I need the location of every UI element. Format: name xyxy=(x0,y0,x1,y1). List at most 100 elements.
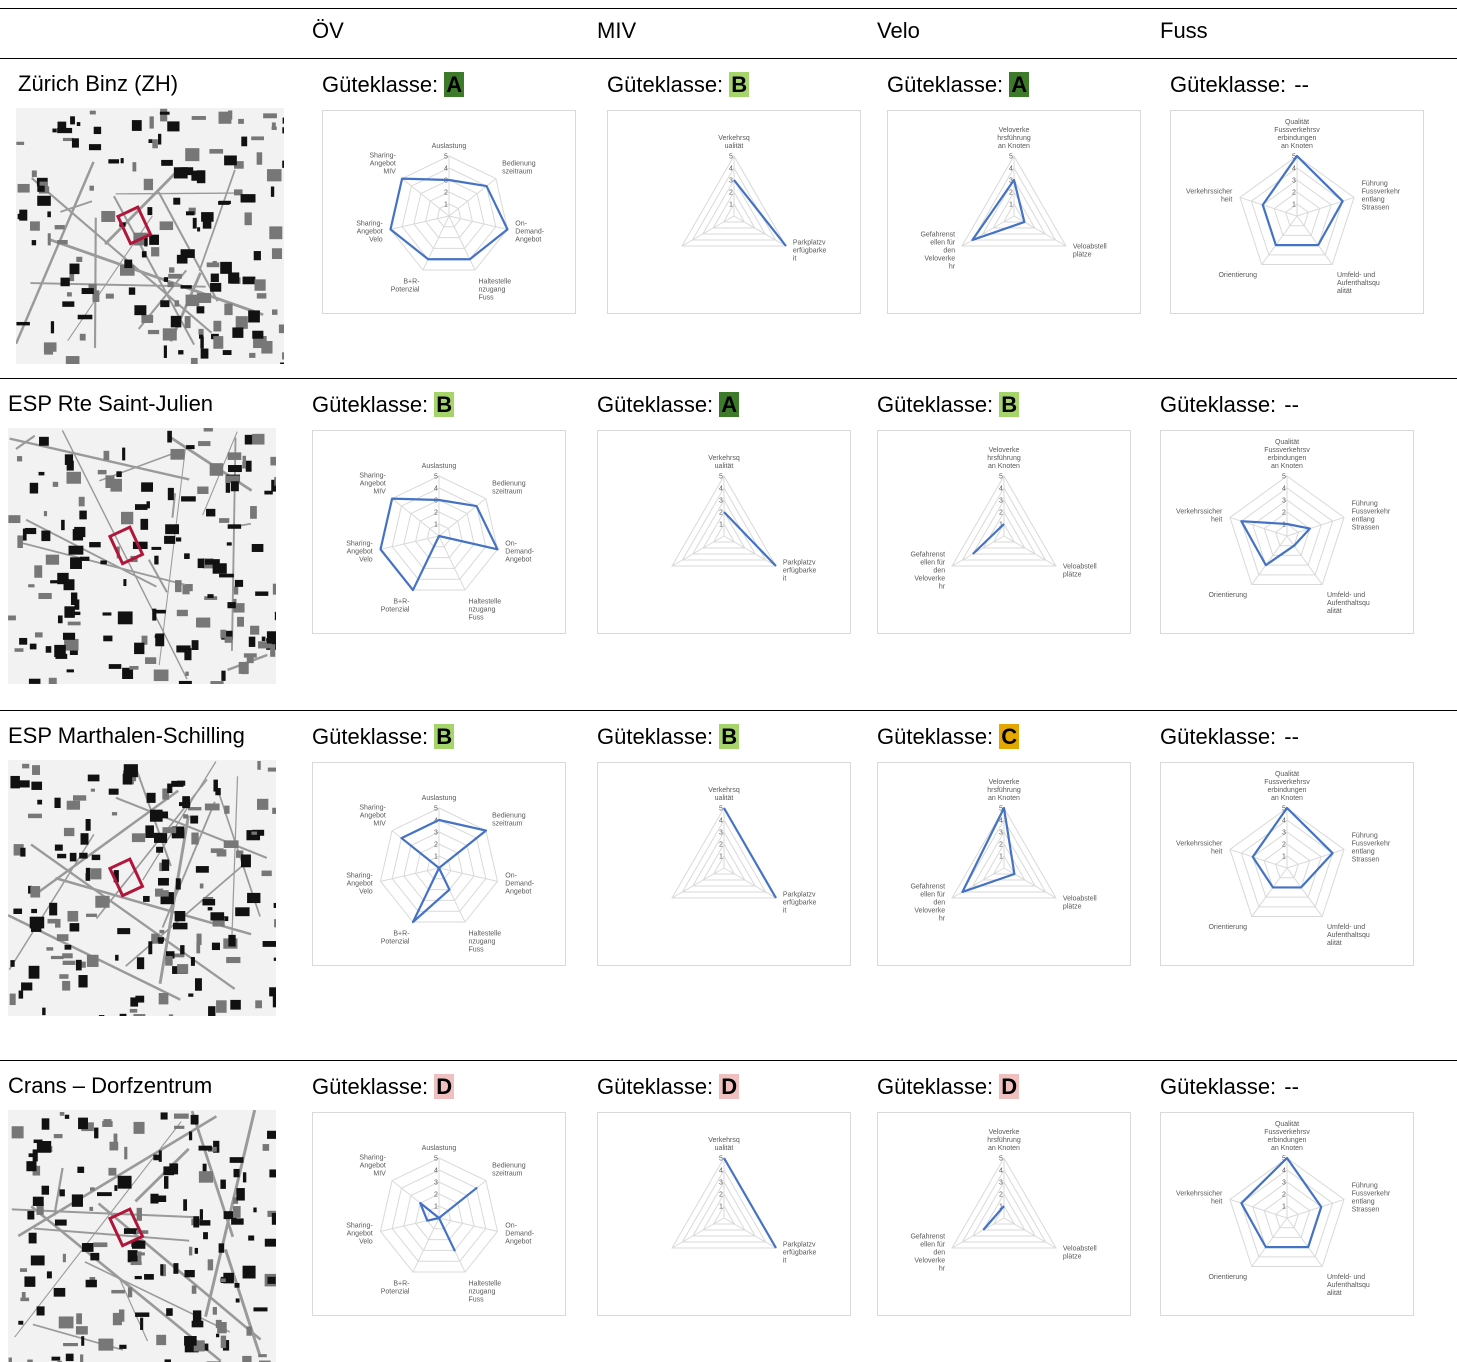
map-building xyxy=(177,781,185,786)
map-building xyxy=(47,211,51,217)
map-building xyxy=(103,612,112,615)
axis-label: On-Demand-Angebot xyxy=(515,221,544,244)
r-tick-label: 2 xyxy=(719,842,723,849)
r-tick-label: 4 xyxy=(1282,818,1286,825)
map-building xyxy=(215,788,220,795)
map-building xyxy=(49,678,57,684)
map-building xyxy=(261,341,272,354)
r-tick-label: 5 xyxy=(719,806,723,813)
map-building xyxy=(30,886,40,897)
map-building xyxy=(46,646,52,653)
r-tick-label: 4 xyxy=(719,1168,723,1175)
map-building xyxy=(245,212,252,225)
map-building xyxy=(22,764,29,769)
map-building xyxy=(198,329,203,335)
map-building xyxy=(124,269,128,275)
map-building xyxy=(39,437,49,446)
location-map xyxy=(16,108,284,364)
radar-chart: 12345VerkehrsqualitätParkplatzverfügbark… xyxy=(597,762,851,966)
map-road xyxy=(95,218,96,348)
map-building xyxy=(165,956,172,966)
map-building xyxy=(228,452,242,460)
map-building xyxy=(106,294,114,299)
map-building xyxy=(208,907,213,910)
map-building xyxy=(175,580,182,592)
map-building xyxy=(210,681,223,684)
map-building xyxy=(282,161,284,168)
map-building xyxy=(216,1000,227,1013)
map-building xyxy=(113,1313,122,1325)
map-building xyxy=(269,987,276,996)
map-building xyxy=(90,1253,99,1261)
map-building xyxy=(160,1264,163,1275)
map-building xyxy=(210,463,224,476)
map-building xyxy=(199,1171,213,1183)
row-label: Crans – Dorfzentrum xyxy=(8,1068,283,1104)
map-building xyxy=(228,935,235,947)
map-building xyxy=(87,955,99,967)
map-building xyxy=(197,618,210,628)
axis-label: Auslastung xyxy=(432,143,467,150)
map-building xyxy=(37,1141,51,1153)
axis-label: Bedienungszeitraum xyxy=(492,481,526,496)
map-building xyxy=(185,148,199,161)
map-building xyxy=(207,594,213,598)
map-building xyxy=(93,1242,107,1247)
map-building xyxy=(156,1335,166,1345)
map-building xyxy=(233,1206,241,1218)
map-building xyxy=(168,488,174,500)
axis-label: Auslastung xyxy=(422,795,457,802)
map-building xyxy=(238,119,244,124)
axis-label: HaltestellenzugangFuss xyxy=(469,930,502,953)
map-building xyxy=(10,994,16,1005)
map-building xyxy=(82,1243,94,1252)
map-building xyxy=(63,1343,78,1346)
map-building xyxy=(94,127,101,134)
map-building xyxy=(231,1218,244,1224)
axis-label: Orientierung xyxy=(1208,924,1247,931)
map-building xyxy=(220,1278,226,1282)
spoke xyxy=(449,216,475,270)
map-building xyxy=(42,1186,49,1195)
map-building xyxy=(112,812,117,815)
axis-label: Sharing-AngebotMIV xyxy=(359,805,386,828)
r-tick-label: 3 xyxy=(1282,1180,1286,1187)
map-building xyxy=(31,782,42,790)
map-building xyxy=(252,544,264,552)
class-grade: A xyxy=(444,72,464,97)
map-building xyxy=(135,504,148,510)
data-line xyxy=(724,1158,776,1248)
r-tick-label: 5 xyxy=(1009,154,1013,161)
axis-label: Verkehrssicherheit xyxy=(1176,1190,1223,1205)
map-building xyxy=(104,451,110,460)
axis-label: Parkplatzverfügbarkeit xyxy=(783,1242,817,1265)
map-building xyxy=(175,911,186,921)
map-building xyxy=(51,956,64,959)
radar-chart: 12345AuslastungBedienungszeitraumOn-Dema… xyxy=(322,110,576,314)
map-building xyxy=(80,334,86,341)
map-building xyxy=(231,481,239,491)
map-building xyxy=(30,644,37,650)
map-building xyxy=(184,1270,194,1277)
map-building xyxy=(246,1326,251,1335)
map-building xyxy=(72,1194,83,1206)
axis-label: Orientierung xyxy=(1208,1274,1247,1281)
map-building xyxy=(253,1208,256,1213)
map-building xyxy=(9,1358,12,1362)
map-building xyxy=(208,1259,213,1270)
map-building xyxy=(151,547,161,550)
map-building xyxy=(154,833,167,843)
r-tick-label: 3 xyxy=(1292,178,1296,185)
map-building xyxy=(131,1262,142,1266)
map-building xyxy=(262,871,272,877)
map-building xyxy=(57,128,72,133)
map-building xyxy=(19,780,30,787)
map-building xyxy=(68,911,79,922)
map-building xyxy=(65,945,72,950)
class-label: Güteklasse: xyxy=(1160,1074,1276,1099)
map-building xyxy=(161,1112,168,1119)
rule xyxy=(0,710,1457,711)
axis-label: B+R-Potenzial xyxy=(381,1280,410,1295)
cell-heading: Güteklasse: -- xyxy=(1170,72,1311,98)
map-building xyxy=(272,309,277,314)
